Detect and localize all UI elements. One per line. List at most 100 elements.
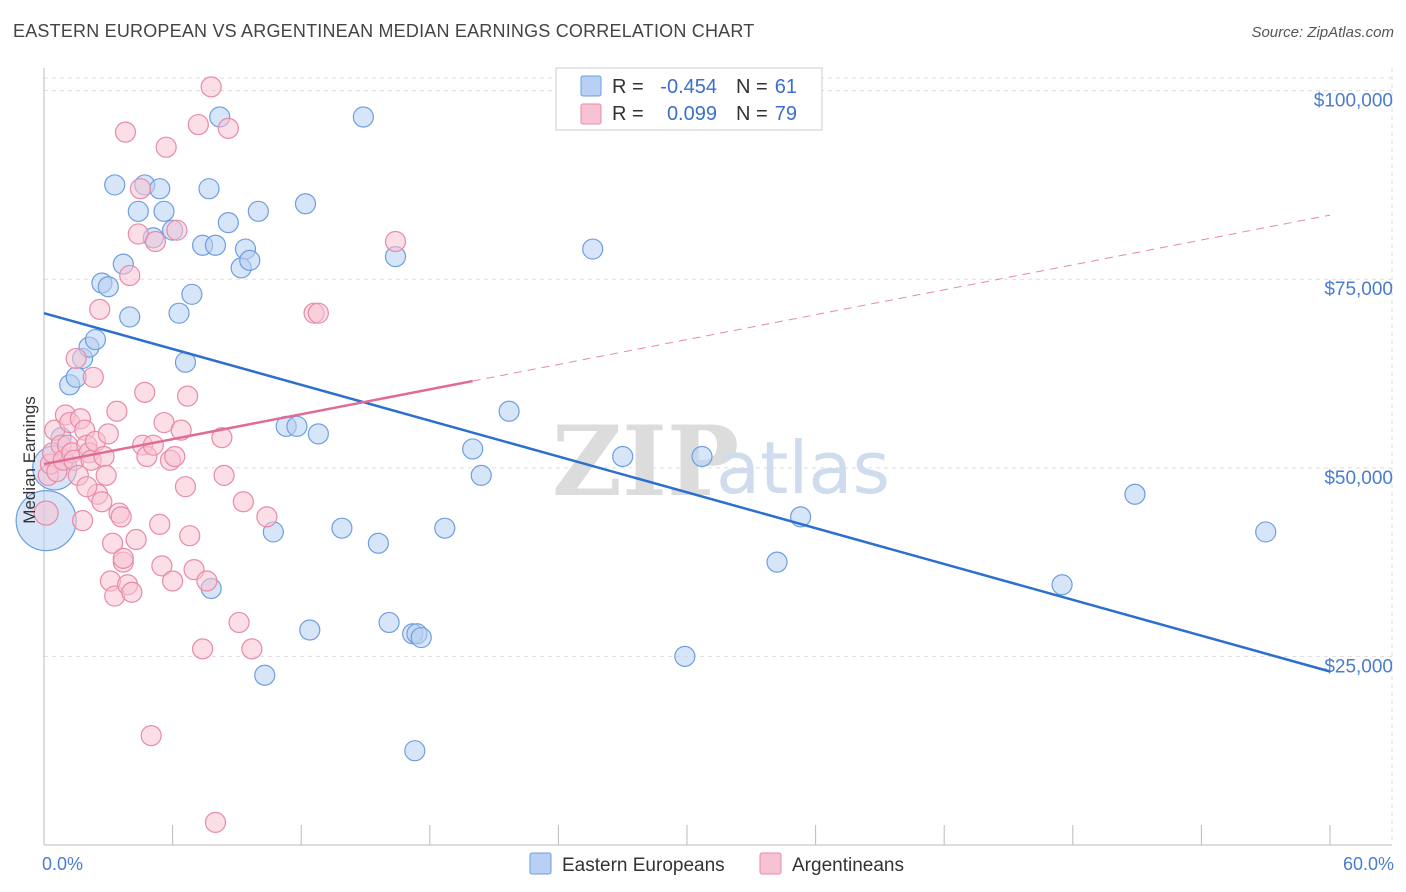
legend-r-value: -0.454 (660, 76, 717, 98)
eastern-europeans-point (168, 302, 190, 324)
y-tick-label: $25,000 (1324, 656, 1393, 677)
argentineans-point (200, 76, 222, 98)
argentineans-point (196, 570, 218, 592)
argentineans-point (76, 476, 98, 498)
eastern-europeans-point (1124, 483, 1146, 505)
watermark: ZIP atlas (552, 405, 890, 518)
argentineans-point (82, 366, 104, 388)
eastern-europeans-trend-line (43, 311, 1331, 673)
eastern-europeans-point (149, 178, 171, 200)
legend-swatch-eastern-europeans (580, 75, 602, 97)
argentineans-point (101, 532, 124, 554)
axis-layer: $25,000 $50,000 $75,000 $100,000 0.0% 60.0% (42, 68, 1394, 874)
argentineans-trend-line (472, 214, 1331, 382)
argentineans-point (232, 491, 254, 513)
legend-n-label: N = (736, 76, 768, 98)
source-label: Source: ZipAtlas.com (1251, 24, 1394, 41)
eastern-europeans-point (104, 174, 126, 196)
argentineans-point (33, 500, 59, 526)
x-tick-label: 60.0% (1343, 854, 1394, 874)
argentineans-point (119, 264, 141, 287)
argentineans-point (155, 136, 177, 158)
argentineans-point (93, 445, 115, 468)
argentineans-point (121, 581, 143, 603)
argentineans-point (112, 547, 134, 569)
eastern-europeans-point (307, 423, 329, 445)
eastern-europeans-point (247, 200, 269, 222)
argentineans-point (174, 476, 197, 498)
eastern-europeans-point (239, 249, 261, 271)
y-tick-label: $50,000 (1324, 468, 1393, 489)
argentineans-point (192, 638, 214, 660)
argentineans-point (140, 725, 162, 747)
bottom-legend-label-argentineans: Argentineans (792, 855, 904, 876)
argentineans-point (71, 510, 94, 532)
argentineans-point (91, 491, 113, 513)
argentineans-point (213, 464, 235, 486)
eastern-europeans-point (119, 306, 141, 328)
argentineans-point (144, 230, 167, 253)
legend-swatch-argentineans (580, 103, 602, 125)
eastern-europeans-point (204, 234, 227, 256)
legend-r-label: R = (612, 76, 644, 98)
eastern-europeans-point (498, 400, 520, 422)
legend-r-label: R = (612, 103, 644, 125)
eastern-europeans-point (127, 200, 149, 222)
bottom-legend-swatch-argentineans (759, 852, 782, 875)
argentineans-point (170, 419, 192, 441)
argentineans-point (110, 506, 132, 528)
bottom-legend-swatch-eastern-europeans (529, 852, 552, 875)
legend-r-value: 0.099 (667, 103, 717, 125)
eastern-europeans-point (352, 106, 374, 128)
eastern-europeans-point (254, 664, 276, 686)
argentineans-point (129, 178, 152, 200)
argentineans-point (89, 298, 111, 320)
eastern-europeans-point (84, 328, 107, 351)
eastern-europeans-point (181, 283, 203, 305)
y-tick-label: $75,000 (1324, 279, 1393, 300)
eastern-europeans-point (153, 200, 175, 222)
eastern-europeans-point (286, 415, 308, 437)
eastern-europeans-point (1255, 521, 1277, 543)
legend: R = -0.454 N = 61 R = 0.099 N = 79 (555, 67, 823, 131)
argentineans-point (241, 638, 263, 660)
argentineans-point (187, 113, 209, 136)
eastern-europeans-point (434, 517, 456, 539)
eastern-europeans-point (1051, 574, 1073, 596)
eastern-europeans-point (470, 464, 492, 486)
argentineans-point (166, 219, 188, 241)
eastern-europeans-point (294, 193, 317, 215)
argentineans-point (125, 528, 147, 551)
argentineans-point (179, 525, 201, 547)
argentineans-point (177, 385, 199, 407)
argentineans-point (384, 230, 407, 253)
argentineans-trend-line (43, 379, 473, 466)
eastern-europeans-point (367, 532, 389, 554)
y-axis-label: Median Earnings (20, 396, 39, 524)
argentineans-point (114, 121, 137, 143)
argentineans-point (97, 423, 119, 445)
bottom-legend-label-eastern-europeans: Eastern Europeans (562, 855, 725, 876)
argentineans-point (211, 427, 233, 449)
eastern-europeans-point (217, 212, 239, 234)
argentineans-point (307, 302, 329, 324)
argentineans-point (228, 611, 250, 634)
argentineans-point (151, 555, 173, 577)
eastern-europeans-point (299, 619, 321, 641)
eastern-europeans-point (766, 551, 788, 573)
legend-n-value: 79 (775, 103, 797, 125)
watermark-atlas: atlas (716, 426, 890, 510)
trend-layer (43, 214, 1331, 673)
argentineans-point (256, 506, 278, 528)
eastern-europeans-point (331, 517, 353, 539)
eastern-europeans-point (691, 445, 713, 468)
eastern-europeans-point (612, 445, 634, 468)
grid-layer (44, 68, 1393, 845)
chart-title: EASTERN EUROPEAN VS ARGENTINEAN MEDIAN E… (13, 21, 755, 41)
eastern-europeans-point (462, 438, 484, 460)
y-tick-label: $100,000 (1314, 91, 1393, 112)
argentineans-point (217, 117, 239, 139)
eastern-europeans-point (582, 238, 604, 260)
argentineans-point (164, 445, 186, 468)
